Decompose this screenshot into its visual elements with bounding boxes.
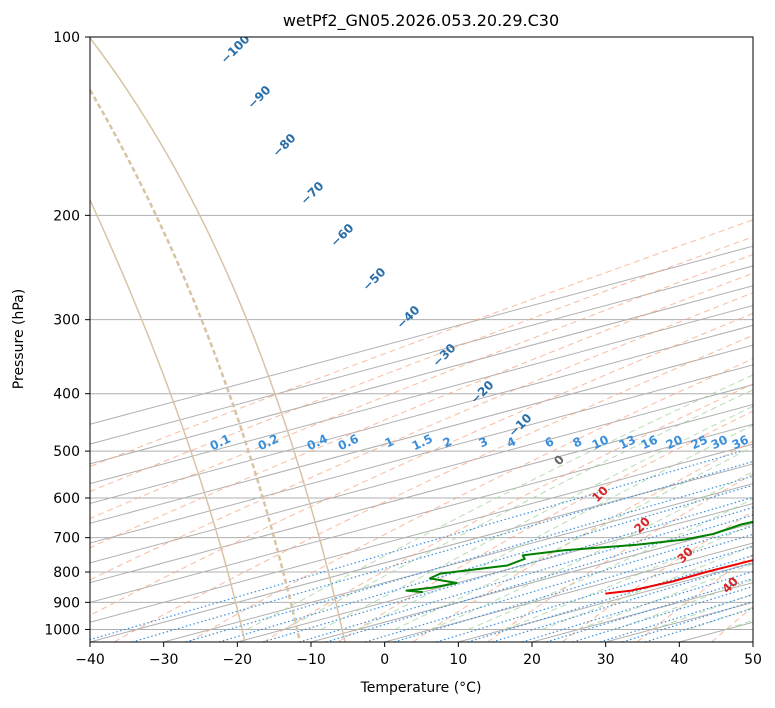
mixing-ratio-label: 25 <box>689 433 710 453</box>
profiles <box>405 520 753 595</box>
reference-curve <box>90 89 302 642</box>
moist-adiabat <box>615 579 753 630</box>
chart-title: wetPf2_GN05.2026.053.20.29.C30 <box>283 11 559 31</box>
x-tick-label: −10 <box>296 652 326 668</box>
mixing-ratio-line <box>492 562 753 642</box>
dry-adiabat <box>90 312 753 616</box>
y-tick-label: 900 <box>53 595 80 611</box>
x-tick-label: 50 <box>744 652 762 668</box>
isotherm-line <box>90 463 753 642</box>
mixing-ratio-label: 16 <box>639 433 660 453</box>
isotherm-line <box>90 245 753 425</box>
moist-adiabat <box>468 498 753 630</box>
mixing-ratio-label: 13 <box>617 433 638 453</box>
dry-adiabat <box>90 272 753 549</box>
reference-curve <box>90 37 346 642</box>
mixing-ratio-line <box>262 496 753 642</box>
background-lines <box>90 37 753 642</box>
mixing-ratio-line <box>218 484 753 642</box>
y-tick-label: 100 <box>53 30 80 46</box>
moist-adiabat <box>283 389 753 630</box>
dry-adiabat <box>90 253 753 520</box>
isotherm-line <box>90 364 753 544</box>
mixing-ratio-line <box>325 514 753 642</box>
isotherm-line <box>90 285 753 465</box>
isotherm-line <box>90 384 753 564</box>
isotherm-line <box>90 305 753 485</box>
dry-adiabat <box>90 236 753 493</box>
reference-curve <box>90 199 246 642</box>
isotherm-line <box>163 483 753 642</box>
x-tick-label: 30 <box>597 652 615 668</box>
mixing-ratio-line <box>185 475 753 642</box>
dry-adiabat <box>188 358 753 642</box>
isotherm-line <box>90 443 753 623</box>
y-tick-label: 700 <box>53 531 80 547</box>
moist-adiabat <box>394 446 753 630</box>
x-axis: −40 −30 −20 −10 0 10 20 30 40 50 <box>75 642 762 668</box>
moist-adiabat <box>246 374 753 630</box>
x-tick-label: 0 <box>380 652 389 668</box>
x-tick-label: 10 <box>449 652 467 668</box>
mixing-ratio-line <box>365 525 753 642</box>
x-axis-label: Temperature (°C) <box>360 680 482 696</box>
x-tick-label: −40 <box>75 652 105 668</box>
mixing-ratio-line <box>546 577 753 642</box>
y-tick-label: 300 <box>53 313 80 329</box>
y-tick-label: 800 <box>53 565 80 581</box>
isotherm-line <box>90 423 753 603</box>
isotherm-line <box>90 265 753 445</box>
mixing-ratio-label: 30 <box>709 433 730 453</box>
dry-adiabat <box>90 219 753 468</box>
mixing-ratio-label: 36 <box>730 433 751 453</box>
y-tick-label: 1000 <box>44 622 80 638</box>
moist-adiabat <box>504 523 753 630</box>
y-axis: 100 200 300 400 500 600 700 800 900 1000 <box>44 30 90 638</box>
mixing-ratio-label: 10 <box>590 433 611 453</box>
isotherm-line <box>310 522 753 642</box>
x-tick-label: −20 <box>223 652 253 668</box>
dry-adiabat <box>263 383 753 642</box>
mixing-ratio-line <box>90 450 743 641</box>
dry-adiabat <box>487 473 753 642</box>
x-tick-label: 20 <box>523 652 541 668</box>
x-tick-label: 40 <box>670 652 688 668</box>
isotherm-line <box>90 403 753 584</box>
x-tick-label: −30 <box>149 652 179 668</box>
moist-adiabat <box>431 471 753 630</box>
moist-adiabat <box>578 563 753 630</box>
y-tick-label: 200 <box>53 208 80 224</box>
isotherm-line <box>237 502 753 642</box>
y-tick-label: 600 <box>53 491 80 507</box>
mixing-ratio-label: 20 <box>664 433 685 453</box>
mixing-ratio-line <box>299 506 753 642</box>
isotherm-line <box>90 324 753 504</box>
dry-adiabat <box>90 292 753 581</box>
dewpoint-profile <box>405 520 753 594</box>
y-axis-label: Pressure (hPa) <box>11 289 27 389</box>
mixing-ratio-line <box>572 585 753 642</box>
y-tick-label: 400 <box>53 387 80 403</box>
mixing-ratio-line <box>521 570 753 642</box>
y-tick-label: 500 <box>53 444 80 460</box>
plot-frame <box>89 36 754 643</box>
